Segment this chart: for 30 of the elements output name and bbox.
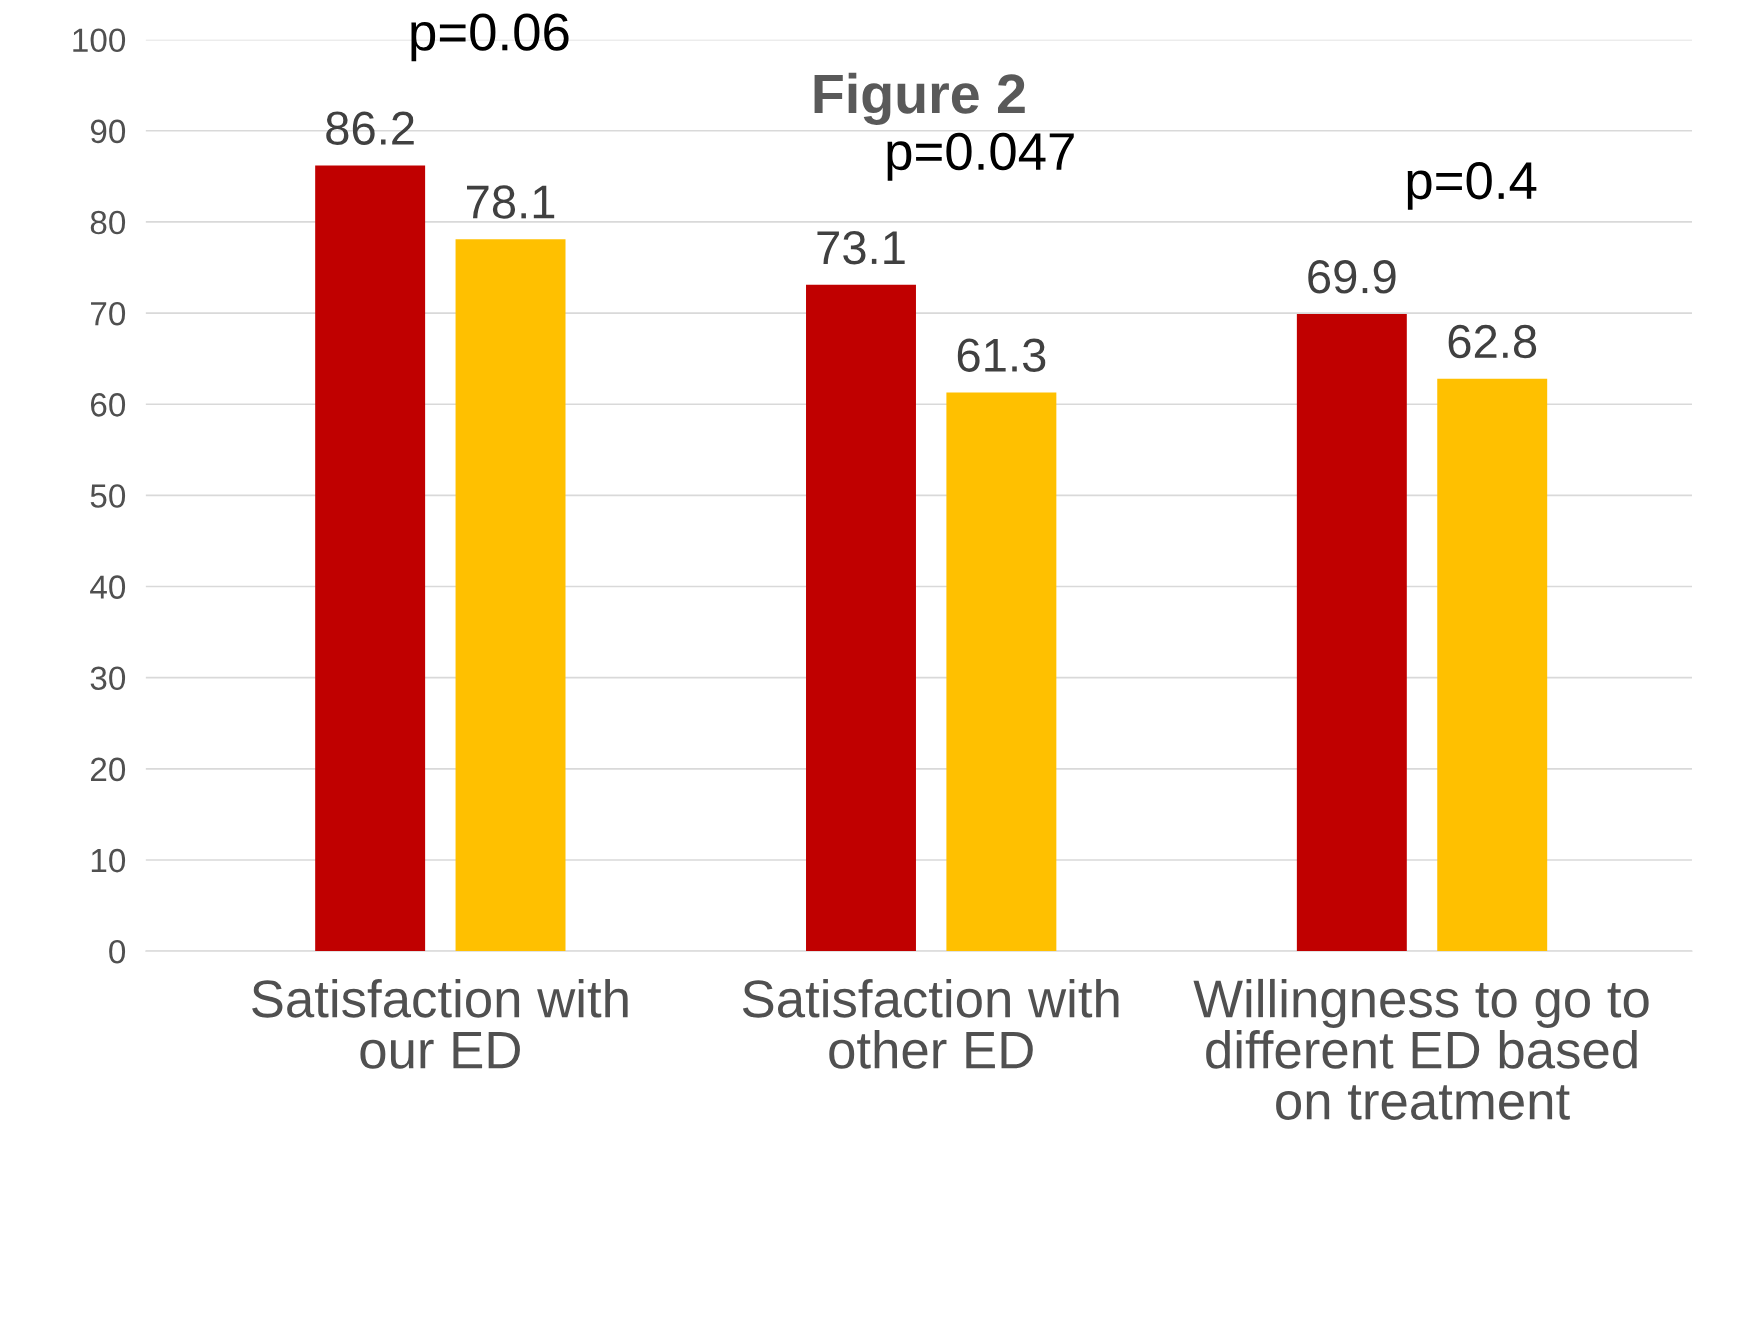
data-label: 62.8 [1448,324,1537,359]
y-tick-label: 60 [91,393,126,417]
y-tick-label: 40 [90,575,126,599]
data-label: 61.3 [957,338,1046,372]
text: Figure 2 [814,72,1025,125]
x-tick-label: Willingness to go to different ED based on treatment [1193,978,1649,1120]
y-tick-label: 0 [109,939,126,964]
x-tick-label: Satisfaction with our ED [252,978,628,1069]
y-tick-label: 100 [73,28,126,53]
data-label: 73.1 [817,230,905,265]
y-tick-label: 20 [90,757,126,782]
data-label: 69.9 [1308,260,1396,294]
annotation: p=0.4 [1407,162,1537,210]
y-tick-label: 80 [90,210,126,235]
data-label: 86.2 [326,111,414,145]
bar [455,239,566,952]
annotation: p=0.047 [887,132,1074,181]
y-tick-label: 70 [91,301,126,326]
x-tick-label: Satisfaction with other ED [742,978,1119,1069]
bar [315,165,426,952]
y-tick-label: 30 [90,666,126,691]
data-label: 78.1 [467,185,555,219]
bar [1296,313,1407,952]
annotation: p=0.06 [411,13,569,62]
y-tick-label: 10 [91,848,126,873]
bar [1437,378,1548,952]
y-tick-label: 90 [90,119,126,144]
bar [806,284,916,952]
bar [946,392,1057,952]
y-tick-label: 50 [90,484,126,508]
